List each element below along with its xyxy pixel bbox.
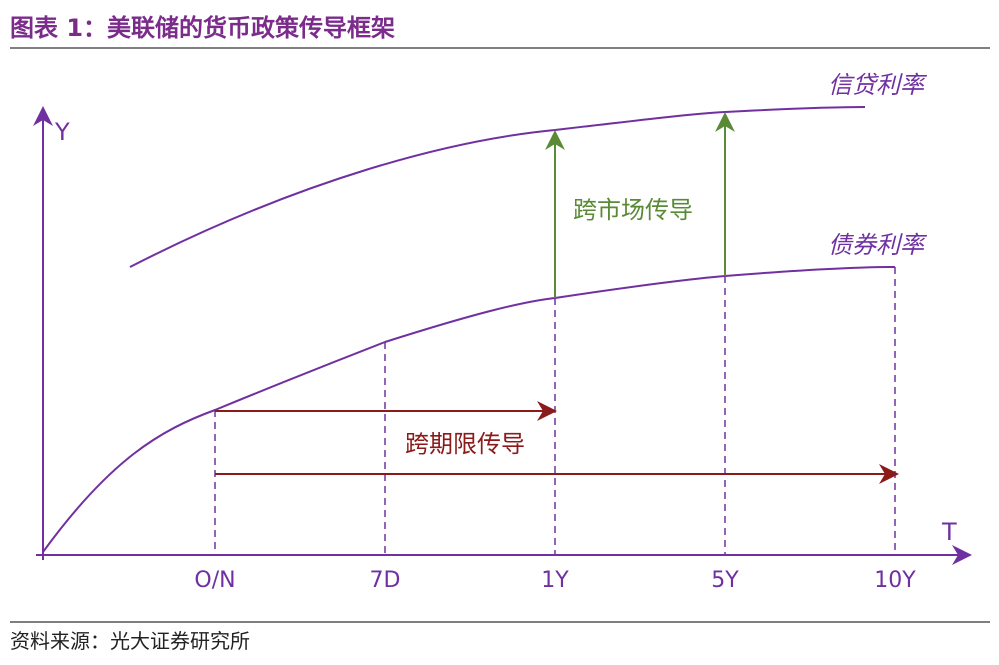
arrow-label: 跨期限传导 [405, 430, 525, 458]
curve-label: 债券利率 [828, 231, 928, 259]
source: 资料来源：光大证券研究所 [10, 629, 250, 653]
x-axis-label: T [941, 518, 957, 546]
x-tick-label: 1Y [541, 568, 569, 593]
curve-label: 信贷利率 [828, 71, 928, 99]
x-tick-label: O/N [194, 568, 235, 593]
x-tick-label: 10Y [874, 568, 916, 593]
bond-curve [42, 266, 896, 553]
x-tick-label: 7D [370, 568, 401, 593]
credit-curve [129, 106, 866, 268]
x-tick-label: 5Y [711, 568, 739, 593]
arrow-label: 跨市场传导 [573, 196, 693, 224]
y-axis-label: Y [54, 118, 70, 146]
title: 图表 1：美联储的货币政策传导框架 [10, 14, 395, 42]
dashed-guides [214, 267, 896, 555]
